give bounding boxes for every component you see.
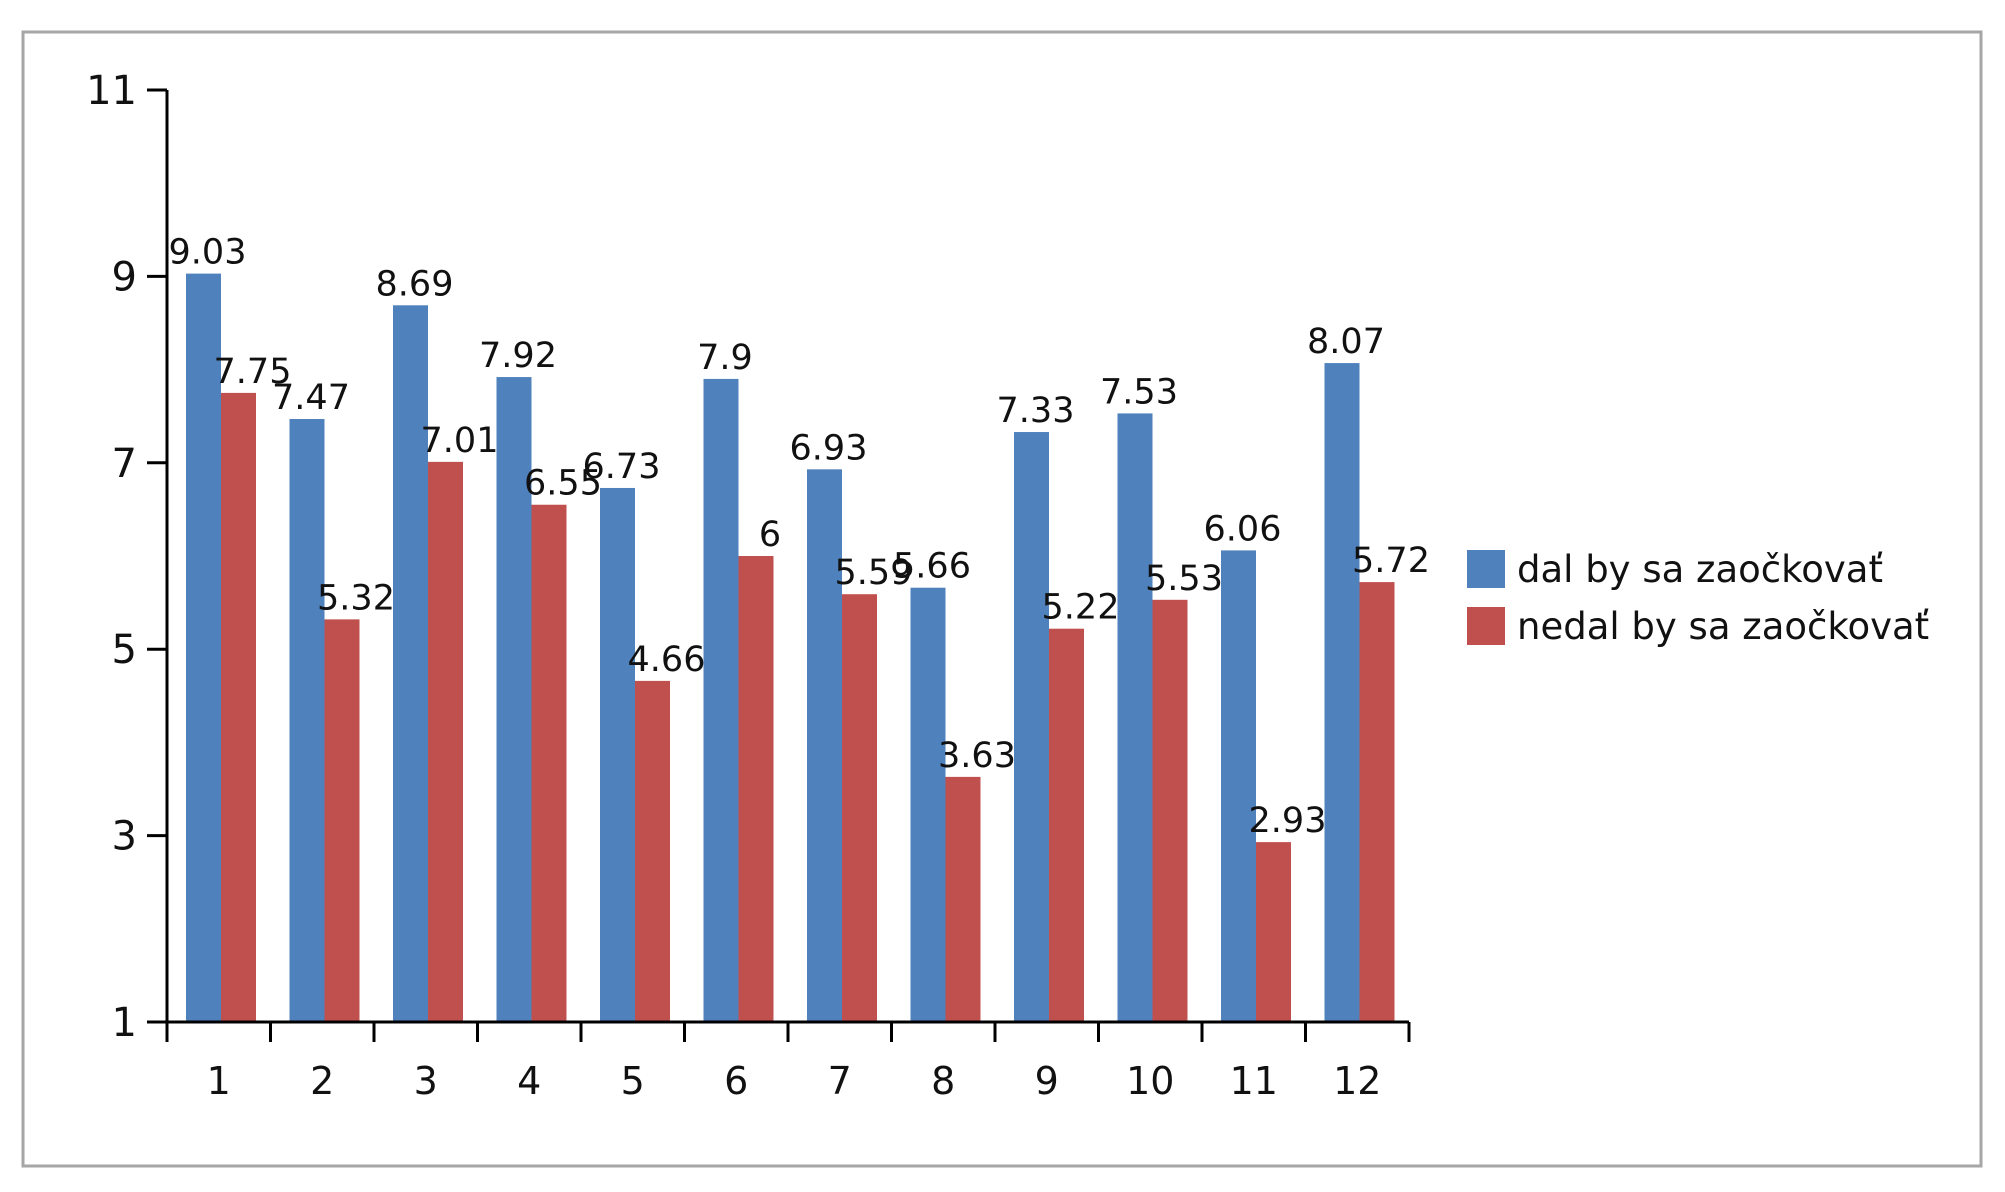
legend-swatch [1467, 550, 1505, 588]
bar-dal-12 [1324, 363, 1360, 1022]
data-label: 2.93 [1249, 801, 1327, 841]
bar-nedal-8 [945, 776, 981, 1022]
bar-nedal-11 [1256, 842, 1291, 1022]
data-label: 7.53 [1100, 372, 1178, 412]
data-label: 6 [759, 515, 781, 555]
bar-nedal-12 [1359, 582, 1395, 1022]
x-tick-label: 1 [207, 1059, 231, 1103]
data-label: 7.9 [697, 338, 753, 378]
bar-nedal-4 [531, 504, 567, 1022]
data-label: 7.01 [421, 421, 499, 461]
data-label: 7.33 [997, 391, 1075, 431]
y-tick-label: 1 [112, 1000, 137, 1046]
bar-dal-3 [393, 305, 428, 1022]
data-label: 5.72 [1352, 541, 1430, 581]
data-label: 3.63 [938, 736, 1016, 776]
y-tick-label: 9 [112, 254, 137, 300]
x-tick-label: 5 [621, 1059, 645, 1103]
bar-dal-4 [496, 377, 532, 1022]
bar-nedal-5 [635, 680, 670, 1022]
bar-dal-6 [703, 378, 739, 1022]
x-tick-label: 2 [310, 1059, 334, 1103]
y-tick-label: 3 [112, 814, 137, 860]
x-tick-label: 12 [1333, 1059, 1381, 1103]
bar-dal-7 [807, 469, 842, 1023]
bar-nedal-2 [324, 619, 360, 1022]
x-tick-label: 7 [828, 1059, 852, 1103]
bar-nedal-3 [428, 461, 463, 1022]
x-tick-label: 11 [1230, 1059, 1278, 1103]
data-label: 8.69 [376, 264, 454, 304]
data-label: 7.92 [479, 336, 557, 376]
y-tick-label: 5 [112, 627, 137, 673]
bar-nedal-6 [738, 556, 774, 1022]
data-label: 8.07 [1307, 322, 1385, 362]
data-label: 7.47 [272, 378, 350, 418]
data-label: 4.66 [628, 640, 706, 680]
legend-swatch [1467, 607, 1505, 645]
bar-dal-10 [1117, 413, 1153, 1022]
x-tick-label: 3 [414, 1059, 438, 1103]
y-tick-label: 11 [86, 68, 137, 114]
data-label: 5.32 [317, 578, 395, 618]
bar-dal-8 [910, 587, 946, 1022]
bar-nedal-1 [221, 392, 256, 1022]
data-label: 5.59 [835, 553, 913, 593]
bar-dal-2 [289, 418, 325, 1023]
bar-dal-9 [1014, 432, 1049, 1022]
bar-dal-5 [600, 487, 635, 1022]
data-label: 5.66 [893, 547, 971, 587]
bar-nedal-9 [1049, 628, 1084, 1022]
data-label: 7.75 [214, 352, 292, 392]
y-tick-label: 7 [112, 441, 137, 487]
data-label: 5.22 [1042, 588, 1120, 628]
data-label: 6.93 [790, 428, 868, 468]
x-tick-label: 4 [517, 1059, 541, 1103]
x-tick-label: 8 [931, 1059, 955, 1103]
data-label: 6.73 [583, 447, 661, 487]
bar-dal-11 [1221, 550, 1256, 1022]
bar-dal-1 [186, 273, 221, 1022]
legend-label: nedal by sa zaočkovať [1517, 605, 1929, 648]
bar-nedal-10 [1152, 599, 1188, 1022]
x-tick-label: 9 [1035, 1059, 1059, 1103]
x-tick-label: 10 [1126, 1059, 1174, 1103]
data-label: 9.03 [169, 233, 247, 273]
x-tick-label: 6 [724, 1059, 748, 1103]
data-label: 6.06 [1204, 509, 1282, 549]
legend-label: dal by sa zaočkovať [1517, 548, 1883, 591]
data-label: 6.55 [524, 464, 602, 504]
bar-nedal-7 [842, 594, 877, 1022]
data-label: 5.53 [1145, 559, 1223, 599]
